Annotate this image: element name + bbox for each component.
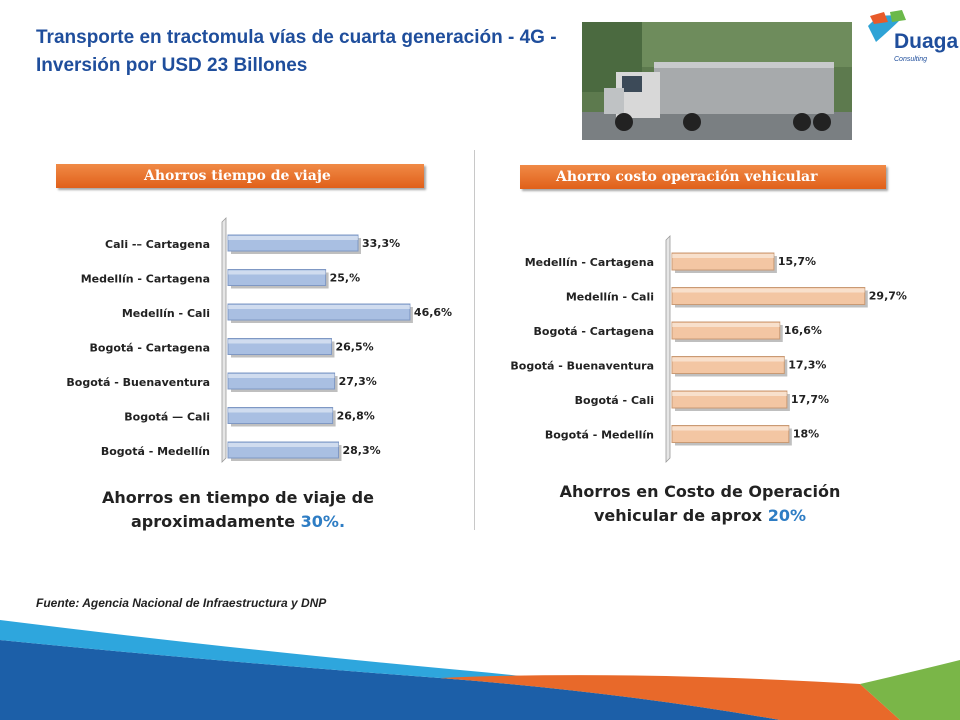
travel-bar-highlight	[228, 270, 326, 275]
travel-bar-highlight	[228, 305, 410, 309]
cost-category-label: Medellín - Cali	[566, 291, 654, 304]
travel-data-label: 28,3%	[342, 444, 380, 457]
cost-bar	[671, 321, 781, 340]
truck-photo	[582, 22, 852, 140]
travel-bar-highlight	[228, 443, 339, 447]
cost-data-label: 18%	[793, 428, 819, 441]
travel-time-chart-title: Ahorros tiempo de viaje	[56, 164, 424, 188]
travel-bar-highlight	[228, 339, 332, 344]
cost-data-label: 15,7%	[778, 255, 816, 268]
panel-divider	[474, 150, 475, 530]
cost-data-label: 16,6%	[784, 324, 822, 337]
travel-chart-plot: Cali -– Cartagena 33,3% Medellín - Cartage…	[66, 217, 452, 463]
cost-category-label: Bogotá - Buenaventura	[510, 360, 654, 373]
operating-cost-summary-value: 20%	[767, 506, 806, 525]
travel-data-label: 26,5%	[335, 341, 373, 354]
travel-bar	[227, 234, 359, 252]
travel-category-label: Medellín - Cartagena	[81, 273, 210, 286]
travel-data-label: 46,6%	[414, 306, 452, 319]
cost-category-label: Bogotá - Cali	[575, 394, 654, 407]
logo-name: Duaga	[894, 30, 959, 53]
logo-subtitle: Consulting	[894, 56, 928, 63]
operating-cost-summary-mid: vehicular de aprox	[594, 506, 763, 525]
travel-data-label: 26,8%	[337, 410, 375, 423]
cost-bar	[671, 356, 785, 374]
footer-wave	[0, 620, 960, 720]
travel-time-summary: Ahorros en tiempo de viaje de aproximada…	[88, 486, 388, 534]
cost-bar-highlight	[672, 323, 780, 327]
travel-time-summary-mid: aproximadamente	[130, 512, 296, 531]
page-title: Transporte en tractomula vías de cuarta …	[36, 27, 557, 76]
cost-data-label: 17,3%	[788, 359, 826, 372]
travel-category-label: Medellín - Cali	[122, 307, 210, 320]
travel-category-label: Bogotá - Buenaventura	[66, 376, 210, 389]
operating-cost-summary-prefix: Ahorros en Costo de Operación	[559, 482, 841, 501]
cost-category-label: Bogotá - Cartagena	[534, 325, 654, 338]
cost-bar-highlight	[672, 254, 774, 258]
cost-bar-highlight	[672, 426, 789, 431]
travel-category-label: Bogotá - Cartagena	[90, 342, 210, 355]
cost-data-label: 17,7%	[791, 393, 829, 406]
travel-time-summary-prefix: Ahorros en tiempo de viaje de	[102, 488, 374, 507]
cost-bar-highlight	[672, 392, 787, 396]
travel-data-label: 25,%	[330, 272, 361, 285]
travel-category-label: Cali -– Cartagena	[105, 238, 210, 251]
travel-axis	[221, 217, 227, 463]
cost-category-label: Medellín - Cartagena	[525, 256, 654, 269]
travel-data-label: 33,3%	[362, 237, 400, 250]
cost-bar-highlight	[672, 357, 785, 362]
cost-bar	[671, 425, 790, 443]
travel-time-summary-value: 30%.	[300, 512, 346, 531]
cost-data-label: 29,7%	[869, 290, 907, 303]
travel-bar-highlight	[228, 374, 335, 378]
operating-cost-chart-title: Ahorro costo operación vehicular	[520, 165, 886, 189]
cost-axis	[665, 235, 671, 463]
cost-bar	[671, 252, 775, 271]
travel-bar-highlight	[228, 236, 359, 240]
duaga-logo	[862, 6, 954, 76]
travel-category-label: Bogotá — Cali	[124, 411, 210, 424]
travel-data-label: 27,3%	[339, 375, 377, 388]
travel-bar	[227, 303, 411, 321]
source-note: Fuente: Agencia Nacional de Infraestruct…	[36, 596, 327, 610]
travel-bar	[227, 338, 332, 355]
operating-cost-summary: Ahorros en Costo de Operación vehicular …	[540, 480, 860, 528]
cost-bar-highlight	[672, 288, 865, 293]
cost-chart-plot: Medellín - Cartagena 15,7% Medellín - Cali…	[510, 235, 907, 463]
travel-bar	[227, 407, 334, 424]
travel-category-label: Bogotá - Medellín	[101, 445, 210, 458]
travel-bar	[227, 269, 327, 286]
travel-bar	[227, 372, 336, 390]
cost-bar	[671, 287, 866, 305]
travel-bar	[227, 441, 339, 459]
cost-bar	[671, 390, 788, 409]
cost-category-label: Bogotá - Medellín	[545, 429, 654, 442]
travel-bar-highlight	[228, 408, 333, 413]
